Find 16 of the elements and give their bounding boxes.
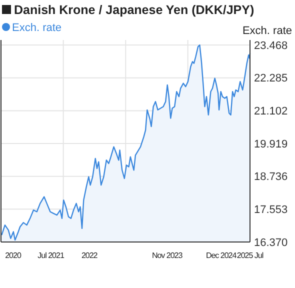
x-tick-label: 2022 [81, 251, 98, 260]
y-axis-title: Exch. rate [242, 25, 292, 37]
x-tick-label: Jul 2021 [38, 251, 65, 260]
chart-title: Danish Krone / Japanese Yen (DKK/JPY) [14, 3, 254, 17]
y-tick-label: 23.468 [254, 40, 288, 52]
x-tick-label: Dec 2024 [206, 251, 238, 260]
y-tick-label: 22.285 [254, 72, 288, 85]
x-tick-label: Nov 2023 [152, 251, 184, 260]
y-tick-label: 19.919 [254, 138, 288, 150]
y-tick-label: 18.736 [254, 171, 288, 184]
x-tick-label: 2025 Jul [236, 251, 264, 260]
y-tick-label: 21.102 [254, 106, 288, 118]
legend-label: Exch. rate [12, 22, 62, 34]
y-tick-label: 17.553 [254, 204, 288, 216]
x-tick-label: 2020 [5, 251, 22, 260]
y-tick-label: 16.370 [254, 236, 288, 249]
